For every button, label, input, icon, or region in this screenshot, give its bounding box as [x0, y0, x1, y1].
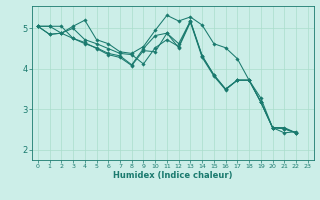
X-axis label: Humidex (Indice chaleur): Humidex (Indice chaleur): [113, 171, 233, 180]
